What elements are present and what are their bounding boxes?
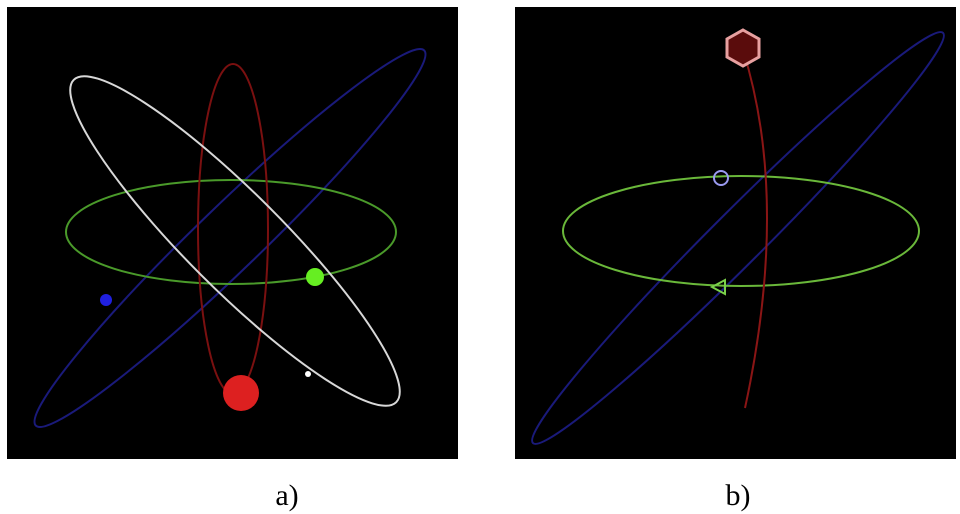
panel-background [515,7,956,459]
panel-label: a) [275,479,298,512]
hexagon-marker [725,28,761,68]
green-orbit [562,175,920,287]
blue-orbit [33,48,427,428]
blue-orbit [531,31,945,445]
white-orbit [69,75,401,407]
panel-label: b) [726,479,751,512]
triangle-marker [709,278,726,296]
white-body [305,371,311,377]
red-trajectory [742,49,768,409]
panel-a [7,7,458,459]
panel-b [515,7,956,459]
green-orbit [65,179,397,285]
red-body [223,375,259,411]
circle-marker [713,170,729,186]
green-body [306,268,324,286]
blue-body [100,294,112,306]
